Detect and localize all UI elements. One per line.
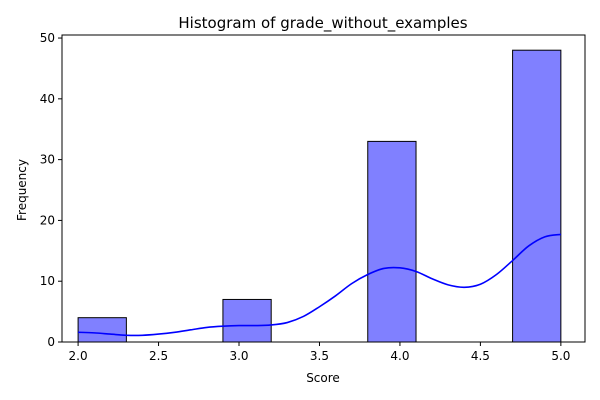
bars-layer xyxy=(77,49,562,343)
x-tick-label: 4.5 xyxy=(471,349,490,363)
y-tick-label: 40 xyxy=(40,92,55,106)
x-tick-label: 2.0 xyxy=(69,349,88,363)
x-tick-label: 3.5 xyxy=(310,349,329,363)
x-tick-label: 5.0 xyxy=(551,349,570,363)
ticks-layer: 2.0 2.5 3.0 3.5 4.0 4.5 5.0 0 10 20 30 40 50 xyxy=(40,31,571,363)
y-tick-label: 0 xyxy=(47,335,55,349)
histogram-bar xyxy=(77,317,127,343)
x-tick-label: 3.0 xyxy=(229,349,248,363)
y-tick-label: 50 xyxy=(40,31,55,45)
histogram-bar xyxy=(367,140,417,343)
kde-layer xyxy=(78,233,561,337)
kde-curve xyxy=(78,233,561,337)
x-tick-label: 4.0 xyxy=(390,349,409,363)
y-axis-label: Frequency xyxy=(15,159,29,221)
chart-title: Histogram of grade_without_examples xyxy=(178,14,467,33)
x-tick-label: 2.5 xyxy=(149,349,168,363)
histogram-bar xyxy=(512,49,562,343)
plot-frame xyxy=(61,34,586,343)
y-tick-label: 20 xyxy=(40,213,55,227)
axes-layer xyxy=(61,34,586,343)
y-tick-label: 30 xyxy=(40,153,55,167)
y-tick-label: 10 xyxy=(40,274,55,288)
x-axis-label: Score xyxy=(306,371,340,385)
histogram-bar xyxy=(222,298,272,343)
